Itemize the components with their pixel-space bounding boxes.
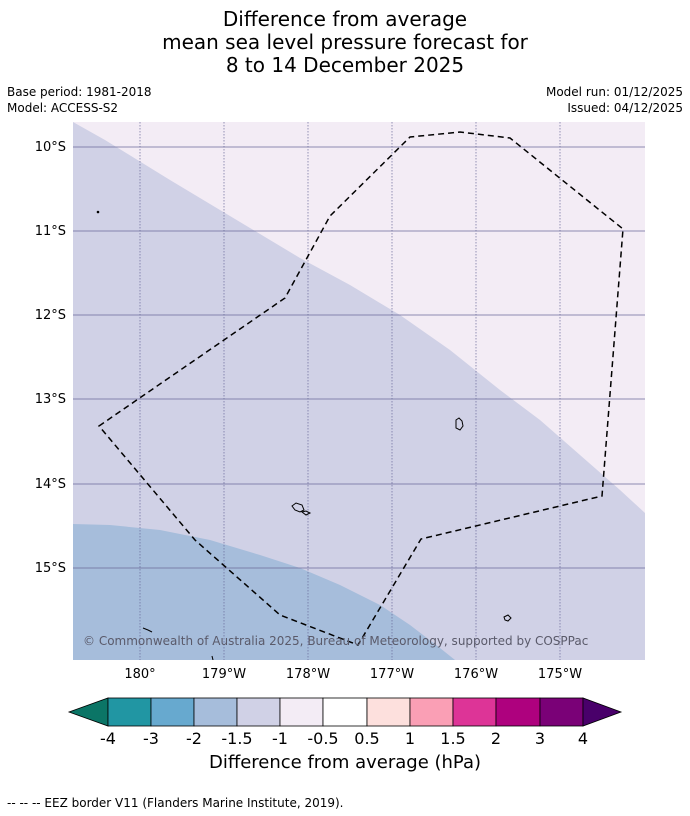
colorbar-tick: 2 xyxy=(491,729,501,748)
lon-label: 178°W xyxy=(286,667,330,682)
colorbar-segment xyxy=(150,697,195,727)
colorbar-segment xyxy=(539,697,584,727)
lat-labels: 10°S 11°S 12°S 13°S 14°S 15°S xyxy=(35,140,66,576)
colorbar-tick: 1 xyxy=(405,729,415,748)
lon-label: 177°W xyxy=(370,667,414,682)
colorbar-title: Difference from average (hPa) xyxy=(208,752,482,773)
map-title: Difference from average mean sea level p… xyxy=(0,8,690,77)
island-7 xyxy=(211,655,214,660)
lat-label: 11°S xyxy=(35,224,66,239)
colorbar-tick: -1 xyxy=(272,729,288,748)
colorbar-segment xyxy=(322,697,368,727)
lon-label: 180° xyxy=(124,667,155,682)
colorbar-tick: -0.5 xyxy=(307,729,338,748)
lat-label: 14°S xyxy=(35,477,66,492)
lat-label: 12°S xyxy=(35,308,66,323)
colorbar-tick: -4 xyxy=(100,729,116,748)
colorbar-segment xyxy=(495,697,541,727)
graticule xyxy=(73,122,645,660)
lat-label: 10°S xyxy=(35,140,66,155)
colorbar-tick: 3 xyxy=(535,729,545,748)
colorbar-segment xyxy=(409,697,454,727)
colorbar-segment xyxy=(193,697,238,727)
island-2 xyxy=(291,502,305,513)
lat-label: 13°S xyxy=(35,392,66,407)
title-line-1: Difference from average xyxy=(222,7,468,31)
colorbar-segment xyxy=(107,697,152,727)
colorbar-extend-low xyxy=(67,697,109,727)
colorbar-tick: 4 xyxy=(578,729,588,748)
meta-right: Model run: 01/12/2025 Issued: 04/12/2025 xyxy=(546,84,683,116)
colorbar: -4 -3 -2 -1.5 -1 -0.5 0.5 1 1.5 2 3 4 xyxy=(67,697,623,748)
lon-label: 175°W xyxy=(538,667,582,682)
island-6 xyxy=(96,210,100,214)
island-5 xyxy=(142,627,153,633)
model-run: Model run: 01/12/2025 xyxy=(545,85,683,99)
colorbar-segment xyxy=(366,697,411,727)
anomaly-region-low xyxy=(73,524,455,660)
colorbar-tick: 1.5 xyxy=(440,729,465,748)
colorbar-tick: -3 xyxy=(143,729,159,748)
lon-labels: 180° 179°W 178°W 177°W 176°W 175°W xyxy=(124,667,582,682)
anomaly-region-mid xyxy=(73,122,645,660)
island-1 xyxy=(455,417,464,431)
island-4 xyxy=(503,614,512,622)
colorbar-tick: -1.5 xyxy=(221,729,252,748)
colorbar-tick: 0.5 xyxy=(354,729,379,748)
footer-note: -- -- -- EEZ border V11 (Flanders Marine… xyxy=(7,796,344,810)
model-name: Model: ACCESS-S2 xyxy=(7,101,119,115)
base-period: Base period: 1981-2018 xyxy=(7,85,152,99)
title-line-2: mean sea level pressure forecast for xyxy=(162,30,528,54)
island-3 xyxy=(300,510,312,516)
colorbar-extend-high xyxy=(582,697,623,727)
lat-label: 15°S xyxy=(35,561,66,576)
copyright-text: © Commonwealth of Australia 2025, Bureau… xyxy=(83,634,588,648)
meta-left: Base period: 1981-2018 Model: ACCESS-S2 xyxy=(7,84,152,116)
colorbar-segment xyxy=(236,697,281,727)
islands xyxy=(96,210,512,660)
colorbar-segment xyxy=(279,697,324,727)
issued-date: Issued: 04/12/2025 xyxy=(567,101,683,115)
colorbar-segment xyxy=(452,697,497,727)
map-area: © Commonwealth of Australia 2025, Bureau… xyxy=(73,122,645,660)
lon-label: 179°W xyxy=(202,667,246,682)
colorbar-tick: -2 xyxy=(186,729,202,748)
title-line-3: 8 to 14 December 2025 xyxy=(225,53,465,77)
lon-label: 176°W xyxy=(454,667,498,682)
